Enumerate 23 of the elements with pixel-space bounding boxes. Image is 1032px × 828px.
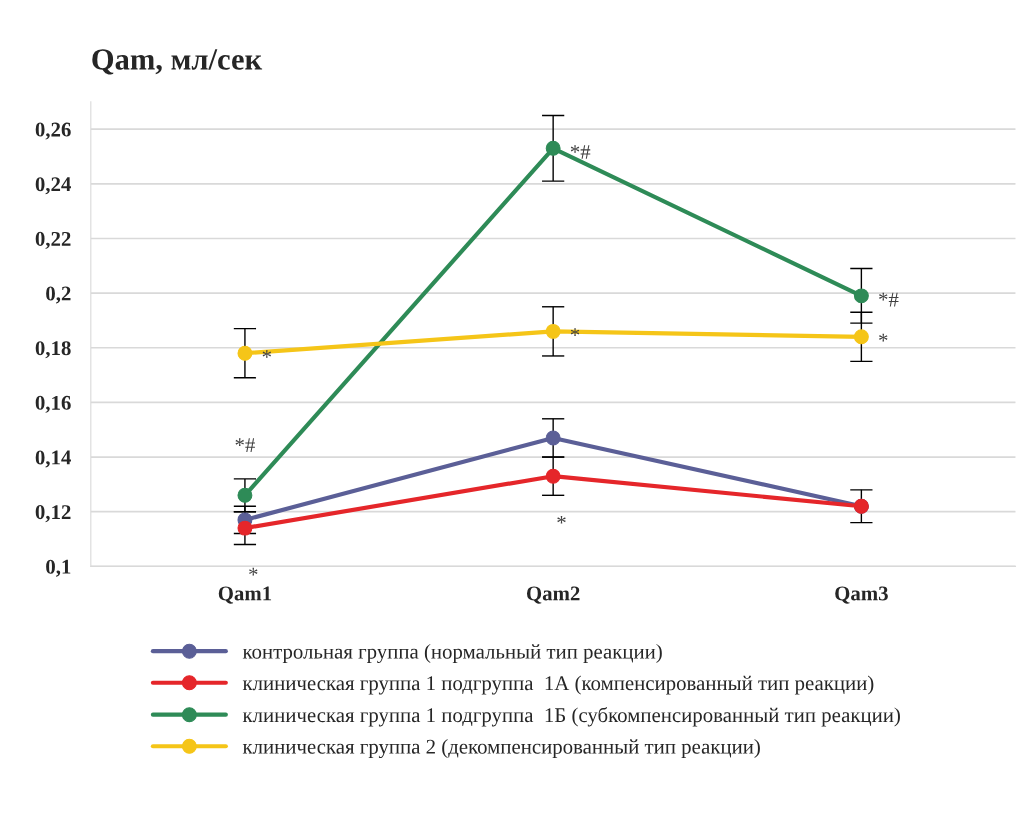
annotation: * [879, 333, 888, 342]
legend-label: клиническая группа 2 (декомпенсированный тип реакции) [242, 739, 760, 759]
legend-label: контрольная группа (нормальный тип реакции) [242, 644, 662, 663]
y-tick-label: 0,2 [46, 286, 71, 304]
y-tick-label: 0,1 [46, 559, 71, 577]
legend-label: клиническая группа 1 подгруппа 1Б (субкомпенсированный тип реакции) [242, 707, 900, 727]
annotation: * [249, 567, 258, 576]
x-tick-label: Qam2 [526, 586, 580, 604]
chart-title: Qam, мл/сек [92, 49, 263, 75]
annotation: *# [879, 292, 899, 307]
y-tick-label: 0,12 [35, 505, 71, 523]
y-tick-label: 0,26 [35, 122, 71, 140]
y-tick-label: 0,14 [35, 450, 71, 468]
annotation: * [557, 515, 566, 524]
x-tick-label: Qam3 [835, 586, 888, 604]
y-tick-label: 0,24 [35, 177, 71, 195]
x-tick-label: Qam1 [218, 586, 272, 604]
y-tick-label: 0,18 [35, 341, 71, 359]
annotation: *# [570, 145, 591, 159]
annotation: *# [235, 438, 255, 452]
y-tick-label: 0,22 [35, 231, 71, 249]
legend-label: клиническая группа 1 подгруппа 1А (компенсированный тип реакции) [242, 675, 874, 695]
y-tick-label: 0,16 [35, 395, 71, 413]
